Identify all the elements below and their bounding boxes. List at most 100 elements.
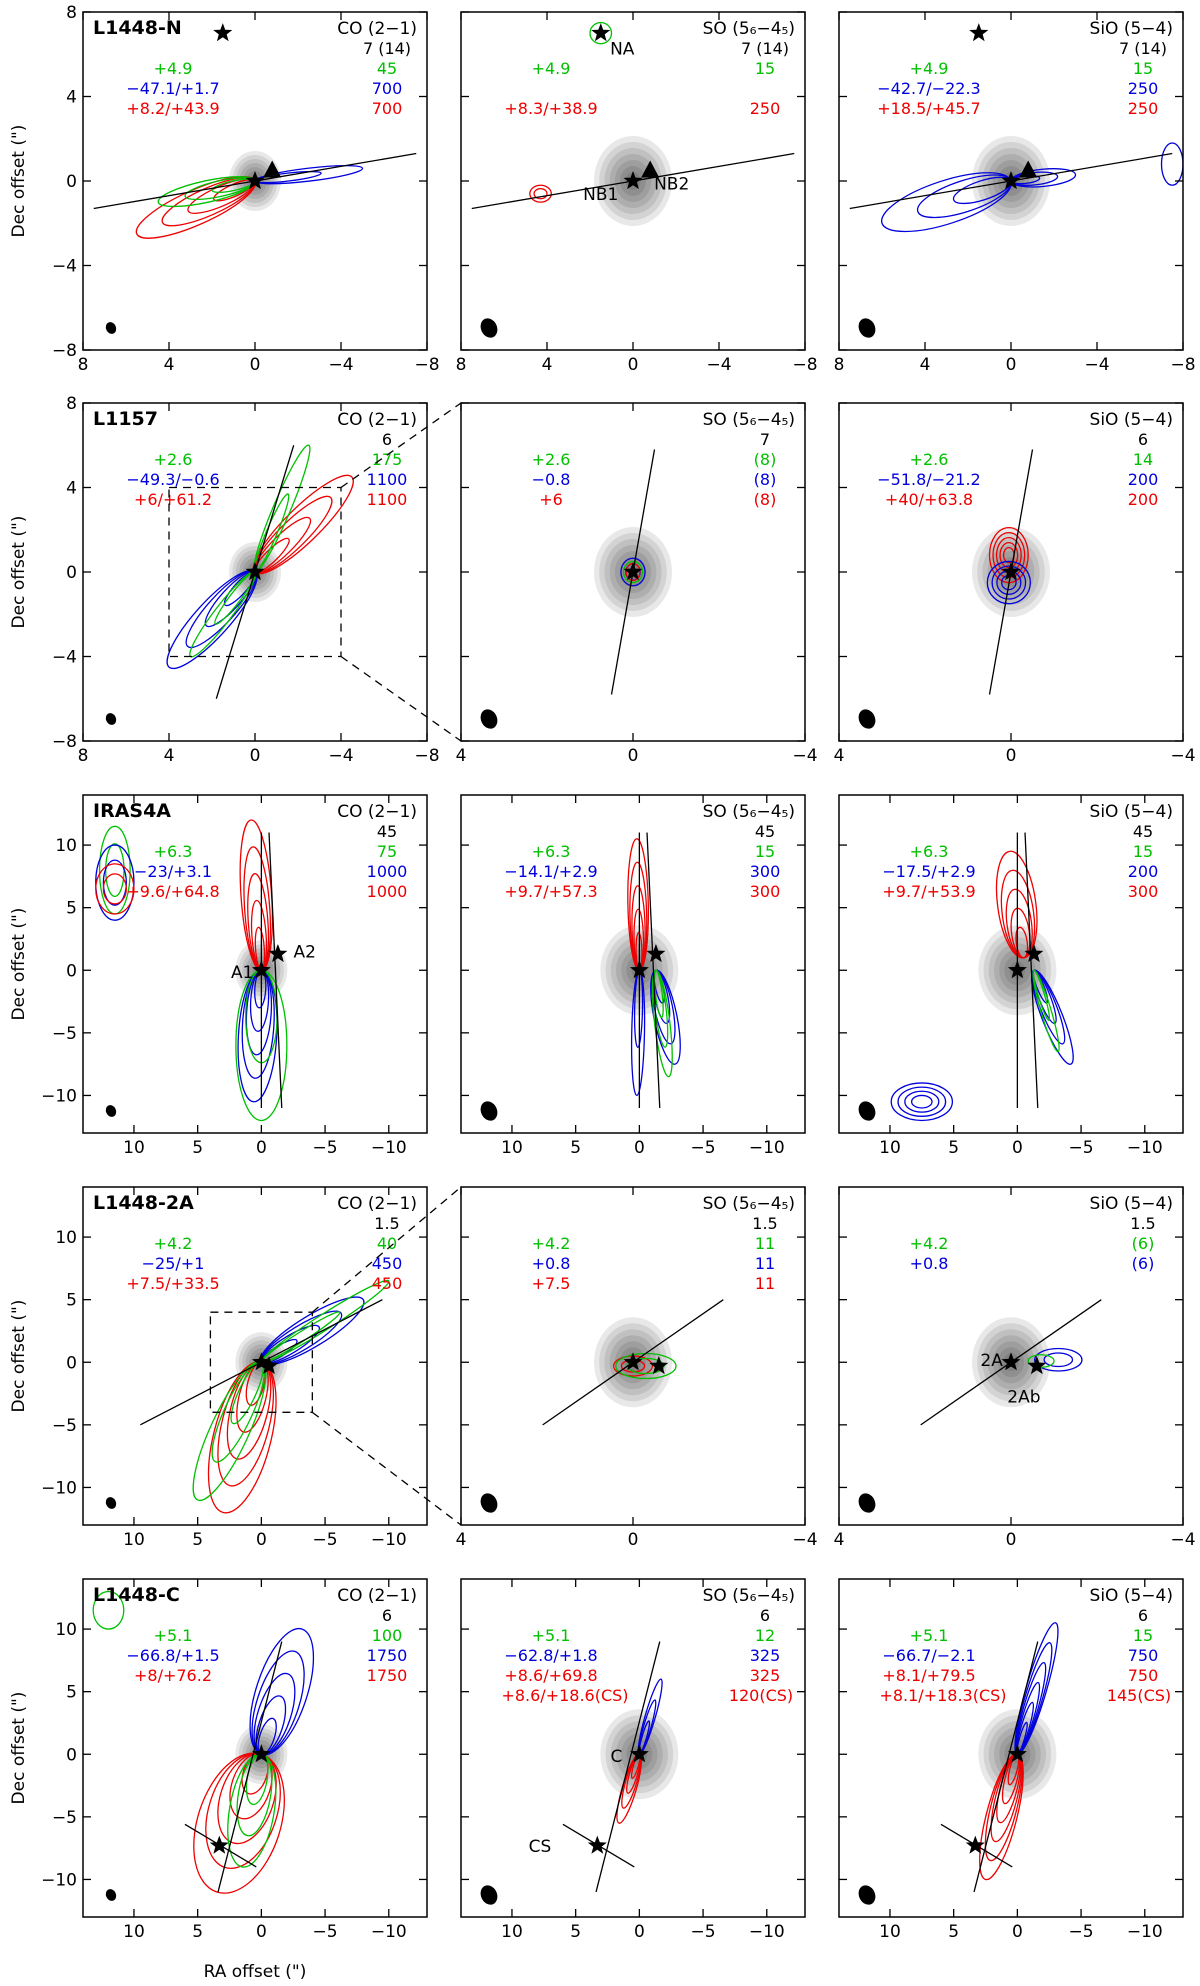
y-tick-label: −5 — [52, 1024, 77, 1044]
blue-velocity-range: +0.8 — [532, 1254, 571, 1273]
panel-plot-area — [480, 1641, 679, 1905]
panel-1-2: 4 0 −4 SiO (5−4)6 +2.6 14 −51.8/−21.2 200 +40/+6… — [834, 402, 1196, 766]
red-velocity-range: +8.1/+79.5 — [882, 1666, 975, 1685]
x-tick-label: 4 — [542, 355, 553, 375]
y-tick-label: −10 — [41, 1086, 77, 1106]
x-tick-label: −10 — [749, 1138, 785, 1158]
cs-velocity-range: +8.1/+18.3(CS) — [879, 1686, 1006, 1705]
line-name: CO (2−1) — [337, 802, 417, 822]
y-tick-label: −8 — [52, 732, 77, 752]
panel-frame — [82, 794, 428, 1134]
x-tick-label: −4 — [792, 746, 817, 766]
source-star-marker — [1024, 944, 1044, 963]
blue-contour-level: 700 — [372, 79, 403, 98]
x-tick-label: 8 — [78, 355, 89, 375]
green-contour-level: (8) — [754, 450, 777, 469]
beam-ellipse — [480, 1493, 498, 1513]
panel-3-1: 4 0 −4 SO (5₆−4₅)1.5 +4.2 11 +0.8 11 +7.5 11 — [456, 1186, 818, 1550]
x-tick-label: −5 — [313, 1138, 338, 1158]
rms-level: 6 — [382, 430, 392, 449]
panel-plot-area — [849, 23, 1183, 338]
y-tick-label: 5 — [66, 1291, 77, 1311]
green-velocity-range: +6.3 — [154, 842, 193, 861]
x-tick-label: 0 — [634, 1922, 645, 1942]
green-contour — [105, 843, 125, 898]
x-tick-label: −8 — [1170, 355, 1195, 375]
red-contour — [1015, 926, 1029, 959]
source-triangle-marker — [641, 160, 660, 178]
source-label: CS — [529, 1837, 552, 1857]
beam-ellipse — [858, 1101, 876, 1121]
line-name: SiO (5−4) — [1090, 802, 1173, 822]
y-tick-label: −4 — [52, 648, 77, 668]
source-name: L1157 — [93, 408, 158, 430]
outflow-axis-line — [646, 832, 661, 1108]
x-tick-label: 5 — [192, 1530, 203, 1550]
y-tick-label: 5 — [66, 1683, 77, 1703]
blue-velocity-range: +0.8 — [910, 1254, 949, 1273]
red-velocity-range: +7.5/+33.5 — [126, 1274, 219, 1293]
blue-velocity-range: −23/+3.1 — [134, 862, 212, 881]
y-tick-label: 0 — [66, 1353, 77, 1373]
red-contour — [102, 873, 127, 905]
y-tick-label: −8 — [52, 341, 77, 361]
panel-frame — [82, 1578, 428, 1918]
x-tick-label: −5 — [691, 1922, 716, 1942]
source-label: 2Ab — [1007, 1387, 1040, 1407]
rms-level: 1.5 — [1130, 1214, 1155, 1233]
y-tick-label: 0 — [66, 172, 77, 192]
green-contour-level: 11 — [755, 1234, 775, 1253]
source-star-marker — [259, 1356, 279, 1375]
red-velocity-range: +6/+61.2 — [134, 490, 212, 509]
x-tick-label: 10 — [879, 1138, 901, 1158]
y-tick-label: 10 — [55, 1620, 77, 1640]
panel-plot-area — [95, 819, 288, 1122]
rms-level: 6 — [1138, 1606, 1148, 1625]
blue-contour-level: 450 — [372, 1254, 403, 1273]
blue-velocity-range: −14.1/+2.9 — [504, 862, 597, 881]
y-axis-label: Dec offset (") — [9, 516, 29, 629]
green-contour-level: 40 — [377, 1234, 397, 1253]
y-axis-label: Dec offset (") — [9, 908, 29, 1021]
blue-contour-level: 1000 — [367, 862, 408, 881]
source-star-marker — [591, 23, 611, 42]
x-tick-label: 10 — [501, 1138, 523, 1158]
rms-level: 7 — [760, 430, 770, 449]
red-velocity-range: +9.7/+53.9 — [882, 882, 975, 901]
green-velocity-range: +6.3 — [910, 842, 949, 861]
line-name: SiO (5−4) — [1090, 1194, 1173, 1214]
green-contour — [529, 1360, 589, 1378]
zoom-connector-line — [340, 402, 462, 489]
blue-contour — [904, 1090, 940, 1113]
green-contour-level: (6) — [1132, 1234, 1155, 1253]
red-contour-level: 750 — [1128, 1666, 1159, 1685]
green-contour — [622, 560, 644, 584]
panel-frame — [82, 1186, 428, 1526]
rms-level: 7 (14) — [363, 39, 411, 58]
y-tick-label: 0 — [66, 1745, 77, 1765]
zoom-connector-line — [311, 1186, 462, 1313]
source-star-marker — [587, 1835, 607, 1854]
green-velocity-range: +5.1 — [532, 1626, 571, 1645]
x-tick-label: 4 — [456, 1530, 467, 1550]
source-star-marker — [629, 1744, 649, 1763]
red-contour-level: 700 — [372, 99, 403, 118]
x-tick-label: −10 — [749, 1922, 785, 1942]
y-tick-label: 4 — [66, 479, 77, 499]
x-tick-label: −8 — [792, 355, 817, 375]
y-axis-label: Dec offset (") — [9, 1692, 29, 1805]
green-velocity-range: +4.9 — [910, 59, 949, 78]
line-name: CO (2−1) — [337, 19, 417, 39]
x-tick-label: −4 — [706, 355, 731, 375]
x-tick-label: −5 — [691, 1138, 716, 1158]
x-tick-label: 4 — [920, 355, 931, 375]
beam-ellipse — [858, 318, 876, 338]
source-star-marker — [245, 562, 265, 581]
x-tick-label: 10 — [123, 1138, 145, 1158]
x-tick-label: 10 — [501, 1922, 523, 1942]
source-star-marker — [1001, 171, 1021, 190]
panel-plot-area — [480, 832, 681, 1121]
panel-frame — [460, 1578, 806, 1918]
line-name: CO (2−1) — [337, 1194, 417, 1214]
